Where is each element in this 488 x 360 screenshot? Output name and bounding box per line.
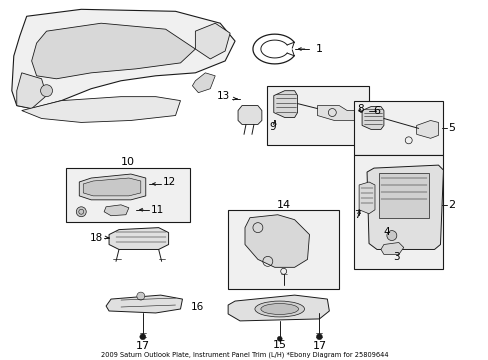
Text: 6: 6 [373,105,380,116]
Circle shape [76,207,86,217]
Ellipse shape [260,303,298,314]
Circle shape [386,231,396,240]
Text: 1: 1 [315,44,322,54]
Polygon shape [380,243,403,255]
Circle shape [137,292,144,300]
Text: 12: 12 [163,177,176,187]
Text: 5: 5 [447,123,454,134]
Text: 3: 3 [393,252,399,262]
Text: 16: 16 [190,302,203,312]
Text: 8: 8 [356,104,363,113]
Polygon shape [109,228,168,249]
Text: 2: 2 [447,200,455,210]
Text: 17: 17 [312,341,326,351]
Text: 10: 10 [121,157,135,167]
Polygon shape [416,121,438,138]
Polygon shape [361,107,383,129]
Polygon shape [192,73,215,93]
Circle shape [140,334,145,340]
Polygon shape [79,174,145,200]
Text: 9: 9 [269,122,276,132]
Polygon shape [273,91,297,117]
Text: 4: 4 [383,226,389,237]
Text: 13: 13 [216,91,230,101]
Bar [353,100,443,155]
Bar [378,173,427,218]
Polygon shape [32,23,195,79]
Polygon shape [106,295,182,313]
Text: 2009 Saturn Outlook Plate, Instrument Panel Trim (L/H) *Ebony Diagram for 258096: 2009 Saturn Outlook Plate, Instrument Pa… [101,352,387,358]
Text: 11: 11 [150,205,163,215]
Bar [353,155,443,269]
Polygon shape [244,215,309,267]
Polygon shape [104,205,129,216]
Polygon shape [366,165,443,249]
Polygon shape [21,96,180,122]
Text: 14: 14 [276,200,290,210]
Circle shape [316,334,322,340]
Text: 17: 17 [136,341,149,351]
Circle shape [41,85,52,96]
Polygon shape [358,182,374,214]
Polygon shape [17,73,46,109]
Text: 7: 7 [353,210,360,220]
Ellipse shape [254,301,304,317]
Text: 15: 15 [272,340,286,350]
Bar [266,86,368,145]
Polygon shape [228,295,328,321]
Bar [66,168,190,222]
Polygon shape [12,9,235,109]
Polygon shape [238,105,262,125]
Polygon shape [195,23,230,59]
Bar [228,210,339,289]
Circle shape [277,336,282,341]
Polygon shape [83,178,141,196]
Text: 18: 18 [90,233,103,243]
Polygon shape [317,105,360,121]
